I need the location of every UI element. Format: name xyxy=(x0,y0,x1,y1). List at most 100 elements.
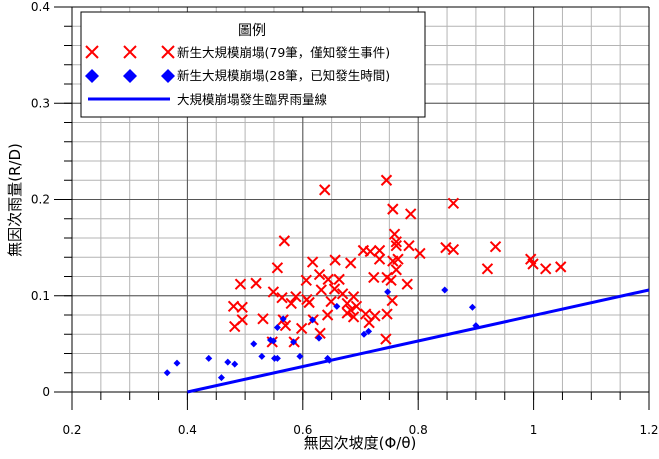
event-point xyxy=(386,294,398,307)
x-marker-icon xyxy=(380,333,392,345)
x-marker-icon xyxy=(336,288,349,300)
x-marker-icon xyxy=(328,283,341,295)
x-marker-icon xyxy=(380,174,393,186)
x-marker-icon xyxy=(381,308,393,320)
x-marker-icon xyxy=(321,309,334,321)
x-marker-icon xyxy=(447,197,460,210)
timed-point xyxy=(269,337,277,345)
x-marker-icon xyxy=(368,271,380,284)
x-tick-label: 0.6 xyxy=(293,423,312,437)
x-marker-icon xyxy=(440,241,452,254)
timed-point xyxy=(365,327,373,335)
x-marker-icon xyxy=(414,247,426,260)
timed-point xyxy=(279,315,287,323)
event-point xyxy=(344,257,357,269)
event-point xyxy=(319,184,331,196)
x-tick-label: 1.2 xyxy=(639,423,658,437)
y-tick-label: 0.2 xyxy=(31,193,50,207)
threshold-line xyxy=(187,288,650,394)
x-tick-label: 0.4 xyxy=(178,423,197,437)
timed-point xyxy=(205,354,213,362)
event-point xyxy=(333,273,345,286)
legend-entry-threshold: 大規模崩塌發生臨界雨量線 xyxy=(177,92,328,107)
x-marker-icon xyxy=(319,184,331,196)
x-marker-icon xyxy=(85,45,99,59)
legend-x-icon xyxy=(85,45,99,59)
timed-point xyxy=(325,356,333,364)
event-point xyxy=(336,288,349,300)
timed-point xyxy=(360,330,368,338)
event-point xyxy=(341,307,353,319)
event-point xyxy=(404,208,417,220)
x-marker-icon xyxy=(271,262,284,274)
timed-point xyxy=(441,286,449,294)
event-point xyxy=(387,203,399,215)
x-marker-icon xyxy=(373,253,386,265)
x-marker-icon xyxy=(295,322,308,335)
event-point xyxy=(414,247,426,260)
event-point xyxy=(267,286,280,298)
x-marker-icon xyxy=(364,245,377,258)
timed-point xyxy=(384,288,392,296)
event-point xyxy=(447,197,460,210)
event-point xyxy=(540,263,552,275)
event-point xyxy=(328,283,341,295)
x-marker-icon xyxy=(278,235,291,247)
timed-point xyxy=(163,369,171,377)
event-point xyxy=(527,258,539,270)
event-point xyxy=(341,297,353,310)
legend-diamond-icon xyxy=(85,69,99,83)
timed-point xyxy=(472,322,480,330)
event-point xyxy=(322,273,334,286)
event-point xyxy=(390,264,402,276)
x-marker-icon xyxy=(363,316,375,329)
x-axis-label: 無因次坡度(Φ/θ) xyxy=(304,434,417,452)
legend-x-icon xyxy=(123,45,137,59)
event-point xyxy=(350,300,363,313)
event-point xyxy=(380,174,393,186)
timed-point xyxy=(250,340,258,348)
x-tick-label: 1 xyxy=(530,423,538,437)
timed-point xyxy=(468,303,476,311)
event-point xyxy=(303,296,315,309)
data-marks xyxy=(163,174,650,394)
x-marker-icon xyxy=(403,239,415,252)
event-point xyxy=(380,333,392,345)
y-tick-label: 0.4 xyxy=(31,0,50,14)
event-point xyxy=(392,253,404,265)
x-marker-icon xyxy=(447,243,460,256)
x-marker-icon xyxy=(387,203,399,215)
legend-x-icon xyxy=(161,45,175,59)
x-marker-icon xyxy=(300,274,312,287)
x-marker-icon xyxy=(489,240,502,253)
timed-point xyxy=(173,359,181,367)
x-marker-icon xyxy=(314,327,326,339)
event-point xyxy=(364,245,377,258)
legend-entry-events: 新生大規模崩塌(79筆，僅知發生事件) xyxy=(177,45,390,60)
y-tick-label: 0 xyxy=(42,385,50,399)
x-marker-icon xyxy=(329,254,341,266)
event-point xyxy=(300,274,312,287)
x-marker-icon xyxy=(279,319,292,332)
event-point xyxy=(363,316,375,329)
x-marker-icon xyxy=(306,256,319,268)
x-marker-icon xyxy=(236,301,248,314)
event-point xyxy=(440,241,452,254)
x-marker-icon xyxy=(267,286,280,298)
event-point xyxy=(403,239,415,252)
x-marker-icon xyxy=(341,297,353,310)
x-marker-icon xyxy=(313,268,326,281)
x-marker-icon xyxy=(385,274,397,287)
x-marker-icon xyxy=(359,308,372,320)
event-point xyxy=(390,236,402,248)
event-point xyxy=(236,301,248,314)
x-marker-icon xyxy=(373,244,386,257)
x-tick-label: 0.8 xyxy=(409,423,428,437)
x-marker-icon xyxy=(303,296,315,309)
axes xyxy=(54,6,650,410)
event-point xyxy=(368,271,380,284)
event-point xyxy=(271,262,284,274)
timed-point xyxy=(224,358,232,366)
event-point xyxy=(347,311,360,323)
